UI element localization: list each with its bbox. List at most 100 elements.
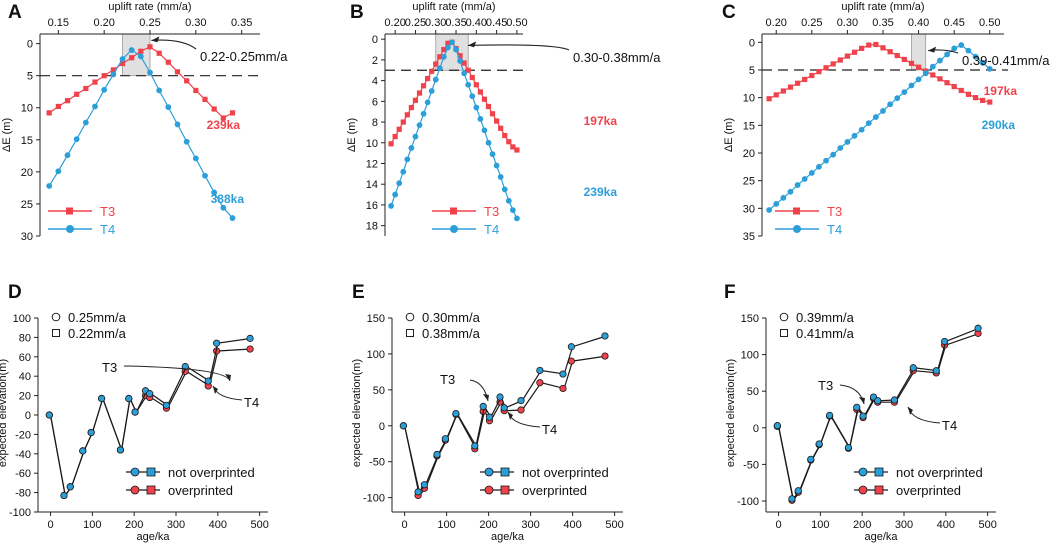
x-tick-label: 0.25 bbox=[801, 17, 822, 29]
y-tick-label: 10 bbox=[366, 138, 378, 150]
legend-marker-overprinted bbox=[130, 485, 140, 495]
arrow-head bbox=[508, 412, 513, 420]
data-point-t4 bbox=[174, 121, 181, 128]
y-axis-title: expected elevation(m) bbox=[0, 359, 9, 467]
data-point-t4 bbox=[972, 53, 979, 60]
x-tick-label: 500 bbox=[978, 519, 996, 531]
y-tick-label: -100 bbox=[363, 493, 385, 505]
data-point-t3 bbox=[794, 80, 801, 86]
data-point-t4 bbox=[901, 89, 908, 96]
data-point-not-overprinted bbox=[536, 366, 544, 375]
data-point-t4 bbox=[396, 180, 403, 187]
data-point-t3 bbox=[64, 98, 71, 104]
data-point-not-overprinted bbox=[794, 487, 802, 495]
y-tick-label: 0 bbox=[372, 34, 378, 46]
data-point-t4 bbox=[457, 58, 463, 64]
data-point-t3 bbox=[823, 65, 829, 71]
arrow-head bbox=[908, 407, 913, 415]
t4-callout-label: T4 bbox=[542, 422, 557, 437]
y-tick-label: 12 bbox=[366, 158, 378, 170]
data-point-t3 bbox=[425, 75, 431, 82]
data-point-not-overprinted bbox=[874, 397, 882, 405]
data-point-not-overprinted bbox=[414, 488, 422, 496]
data-point-t4 bbox=[461, 70, 468, 77]
arrow-head bbox=[468, 41, 477, 48]
legend-marker-not-overprinted bbox=[130, 467, 140, 477]
y-tick-label: -100 bbox=[9, 507, 31, 519]
rate-marker-circle bbox=[779, 312, 789, 322]
data-point-not-overprinted bbox=[79, 447, 87, 455]
data-point-not-overprinted bbox=[162, 401, 171, 409]
data-point-not-overprinted bbox=[601, 332, 609, 340]
y-axis-title: expected elevation(m) bbox=[351, 359, 363, 467]
x-axis-title: age/ka bbox=[864, 531, 898, 543]
x-tick-label: 0.30 bbox=[425, 17, 446, 29]
data-point-not-overprinted bbox=[500, 404, 508, 412]
data-point-t3 bbox=[138, 48, 144, 54]
panel-b: B 0.200.250.300.350.400.450.50 uplift rate… bbox=[346, 1, 661, 237]
data-point-t4 bbox=[986, 65, 993, 72]
data-point-not-overprinted bbox=[204, 377, 212, 385]
data-point-t3 bbox=[944, 80, 950, 86]
legend-marker-overprinted bbox=[500, 485, 510, 495]
data-point-not-overprinted bbox=[890, 396, 899, 404]
data-point-t4 bbox=[944, 51, 950, 58]
data-point-t4 bbox=[453, 46, 459, 53]
data-point-not-overprinted bbox=[567, 343, 576, 351]
t4-callout-label: T4 bbox=[942, 418, 957, 433]
data-point-t3 bbox=[987, 99, 993, 105]
data-point-t3 bbox=[441, 46, 447, 53]
data-point-t4 bbox=[110, 71, 117, 78]
y-tick-label: 25 bbox=[21, 199, 33, 211]
y-tick-label: 100 bbox=[13, 313, 31, 325]
data-point-t4 bbox=[773, 201, 780, 207]
t4-age-label: 388ka bbox=[211, 192, 245, 206]
x-axis-title: uplift rate (mm/a) bbox=[412, 1, 495, 13]
data-point-t3 bbox=[951, 83, 957, 90]
x-tick-label: 200 bbox=[125, 519, 143, 531]
data-point-not-overprinted bbox=[479, 402, 487, 410]
data-point-t4 bbox=[837, 145, 844, 151]
data-point-t3 bbox=[773, 92, 779, 98]
data-point-t3 bbox=[837, 57, 843, 63]
arrow-head bbox=[225, 374, 231, 381]
data-point-t4 bbox=[46, 183, 53, 189]
panel-letter: F bbox=[724, 282, 736, 303]
legend-marker-t4 bbox=[450, 225, 458, 233]
data-point-not-overprinted bbox=[116, 446, 125, 454]
y-tick-label: 35 bbox=[743, 231, 755, 243]
data-point-t4 bbox=[400, 168, 407, 175]
legend-marker-overprinted bbox=[858, 485, 868, 495]
data-point-t3 bbox=[766, 96, 772, 102]
data-point-not-overprinted bbox=[807, 455, 815, 463]
data-point-t3 bbox=[461, 60, 467, 66]
legend-marker-t4 bbox=[66, 225, 74, 233]
data-point-not-overprinted bbox=[146, 390, 154, 398]
data-point-not-overprinted bbox=[517, 397, 525, 405]
t3-callout-label: T3 bbox=[818, 378, 833, 393]
y-tick-label: -60 bbox=[15, 468, 31, 480]
x-tick-label: 0.15 bbox=[48, 17, 69, 29]
data-point-t4 bbox=[388, 203, 394, 209]
data-point-t3 bbox=[46, 110, 52, 116]
data-point-t4 bbox=[445, 44, 451, 51]
rate-label: 0.22mm/a bbox=[68, 326, 127, 341]
x-tick-label: 300 bbox=[521, 519, 539, 531]
data-point-t3 bbox=[787, 84, 794, 90]
data-point-t4 bbox=[473, 104, 480, 111]
data-point-t4 bbox=[958, 42, 965, 48]
y-tick-label: 0 bbox=[379, 421, 385, 433]
data-point-not-overprinted bbox=[98, 394, 106, 403]
data-point-t4 bbox=[865, 120, 872, 127]
data-point-not-overprinted bbox=[974, 324, 982, 332]
x-axis-title: uplift rate (mm/a) bbox=[841, 1, 924, 13]
legend-label-overprinted: overprinted bbox=[896, 483, 961, 498]
t3-callout-arrow bbox=[839, 384, 865, 405]
x-tick-label: 0.20 bbox=[766, 17, 787, 29]
data-point-t4 bbox=[908, 82, 915, 89]
data-point-t3 bbox=[110, 67, 116, 73]
data-point-t4 bbox=[101, 86, 108, 93]
data-point-t4 bbox=[420, 110, 427, 117]
t4-age-label: 290ka bbox=[982, 118, 1016, 132]
